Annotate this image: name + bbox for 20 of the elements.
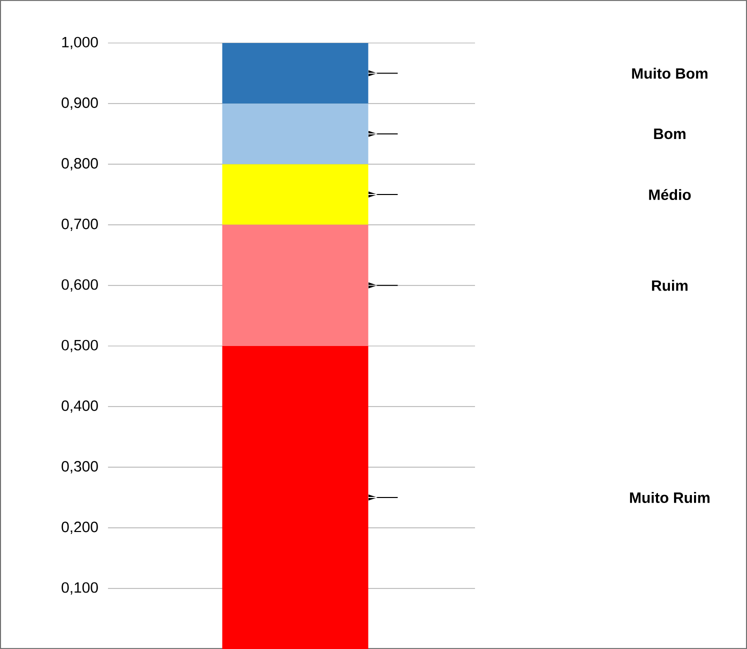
y-tick-label: 0,400 bbox=[62, 400, 98, 413]
bar bbox=[222, 104, 368, 164]
y-tick-label: 0,200 bbox=[62, 522, 98, 534]
text: Muito Ruim bbox=[630, 492, 710, 503]
bar bbox=[222, 164, 368, 225]
y-tick-label: 1,000 bbox=[62, 36, 98, 50]
bar bbox=[222, 224, 368, 346]
text: Muito Bom bbox=[632, 68, 708, 79]
y-tick-label: 0,100 bbox=[62, 582, 98, 595]
y-tick-label: 0,300 bbox=[62, 461, 98, 474]
text: Ruim bbox=[652, 280, 688, 291]
bar bbox=[222, 346, 368, 649]
y-tick-label: 0,800 bbox=[62, 158, 98, 170]
bar bbox=[222, 42, 368, 104]
y-tick-label: 0,700 bbox=[62, 218, 98, 231]
text: Médio bbox=[649, 188, 691, 200]
y-tick-label: 0,500 bbox=[62, 340, 98, 352]
y-tick-label: 0,600 bbox=[62, 279, 98, 292]
y-tick-label: 0,900 bbox=[62, 97, 98, 110]
text: Bom bbox=[654, 128, 686, 140]
